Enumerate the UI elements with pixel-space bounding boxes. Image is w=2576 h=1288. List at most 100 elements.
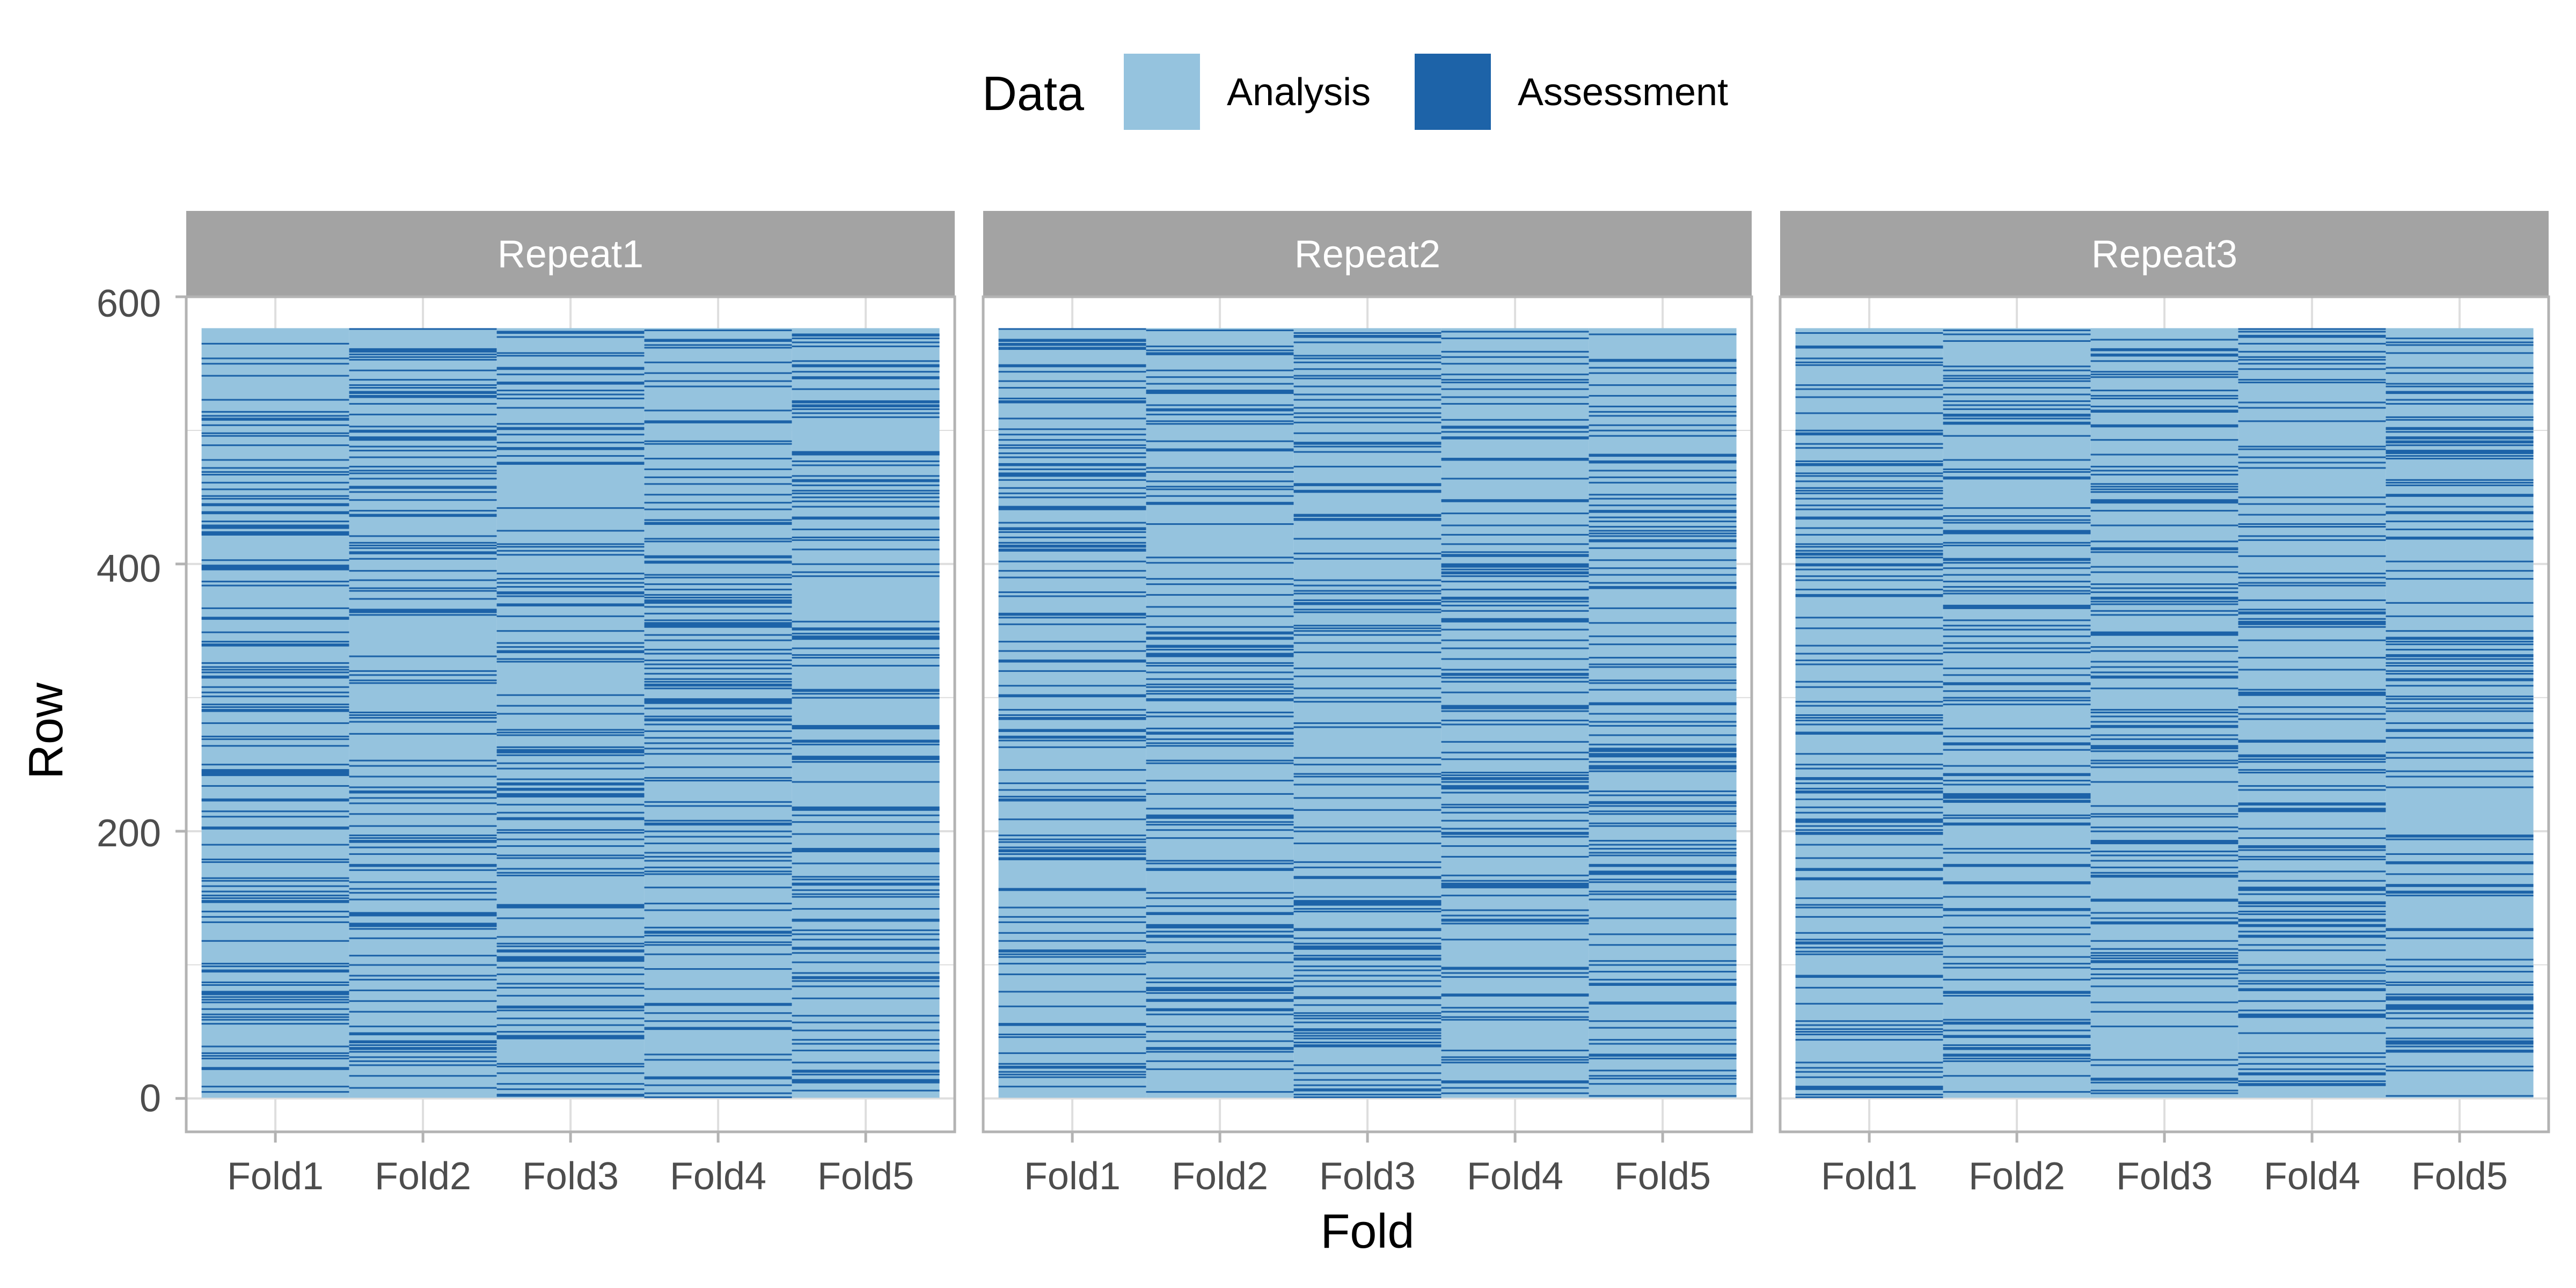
tile-assessment xyxy=(1146,1060,1294,1062)
tile-assessment xyxy=(201,828,349,830)
tile-assessment xyxy=(2090,973,2238,976)
tile-assessment xyxy=(998,991,1146,993)
tile-assessment xyxy=(792,536,940,538)
tile-assessment xyxy=(1589,898,1737,901)
tile-assessment xyxy=(2385,536,2534,538)
tile-assessment xyxy=(792,693,940,695)
tile-assessment xyxy=(349,510,497,512)
tile-assessment xyxy=(1589,971,1737,973)
tile-assessment xyxy=(644,653,792,655)
tile-assessment xyxy=(1146,989,1294,991)
tile-assessment xyxy=(1795,714,1943,716)
tile-assessment xyxy=(2090,805,2238,807)
tile-assessment xyxy=(792,506,940,508)
tile-assessment xyxy=(998,550,1146,552)
tile-assessment xyxy=(1589,656,1737,659)
tile-assessment xyxy=(201,497,349,500)
tile-assessment xyxy=(792,1043,940,1045)
tile-assessment xyxy=(1943,606,2091,608)
tile-assessment xyxy=(1441,363,1589,365)
tile-assessment xyxy=(2385,853,2534,855)
tile-assessment xyxy=(1589,756,1737,758)
tile-assessment xyxy=(1293,955,1441,957)
tile-assessment xyxy=(349,712,497,714)
tile-assessment xyxy=(201,900,349,902)
tile-assessment xyxy=(1146,981,1294,984)
tile-assessment xyxy=(2238,623,2386,625)
tile-assessment xyxy=(1589,411,1737,413)
tile-assessment xyxy=(1293,1089,1441,1092)
tile-assessment xyxy=(1293,443,1441,445)
tile-assessment xyxy=(2385,428,2534,430)
tile-assessment xyxy=(1293,416,1441,418)
tile-assessment xyxy=(1795,767,1943,770)
tile-assessment xyxy=(1795,897,1943,899)
tile-assessment xyxy=(644,852,792,854)
tile-assessment xyxy=(1943,1055,2091,1057)
tile-assessment xyxy=(349,786,497,788)
tile-assessment xyxy=(2238,980,2386,982)
tile-assessment xyxy=(2090,483,2238,485)
tile-assessment xyxy=(1293,634,1441,636)
tile-assessment xyxy=(1943,393,2091,396)
tile-assessment xyxy=(1146,821,1294,823)
tile-assessment xyxy=(1441,596,1589,599)
tile-assessment xyxy=(1146,594,1294,596)
tile-assessment xyxy=(349,888,497,890)
tile-assessment xyxy=(201,524,349,526)
tile-assessment xyxy=(792,833,940,835)
tile-assessment xyxy=(496,427,645,429)
tile-assessment xyxy=(201,861,349,863)
tile-assessment xyxy=(1146,352,1294,354)
tile-assessment xyxy=(1441,478,1589,480)
y-tick-label: 400 xyxy=(97,547,161,590)
tile-assessment xyxy=(644,344,792,346)
tile-assessment xyxy=(998,950,1146,953)
tile-assessment xyxy=(1146,523,1294,525)
tile-assessment xyxy=(644,339,792,341)
legend-label-assessment: Assessment xyxy=(1518,71,1728,114)
tile-assessment xyxy=(998,973,1146,976)
tile-assessment xyxy=(998,906,1146,909)
tile-assessment xyxy=(349,840,497,842)
tile-assessment xyxy=(1795,396,1943,398)
tile-assessment xyxy=(496,423,645,425)
tile-assessment xyxy=(792,408,940,410)
tile-assessment xyxy=(1795,777,1943,779)
tile-assessment xyxy=(2238,1013,2386,1015)
legend: Data Analysis Assessment xyxy=(982,54,1728,130)
tile-assessment xyxy=(1293,399,1441,401)
tile-assessment xyxy=(1441,885,1589,887)
tile-assessment xyxy=(1293,797,1441,799)
tile-assessment xyxy=(2090,596,2238,599)
tile-assessment xyxy=(2238,972,2386,974)
tile-assessment xyxy=(1589,984,1737,986)
tile-assessment xyxy=(1293,928,1441,930)
tile-assessment xyxy=(792,647,940,649)
tile-assessment xyxy=(496,355,645,357)
tile-assessment xyxy=(201,686,349,688)
tile-assessment xyxy=(2238,539,2386,541)
tile-assessment xyxy=(1943,683,2091,685)
tile-assessment xyxy=(201,773,349,775)
tile-assessment xyxy=(1293,361,1441,363)
tile-assessment xyxy=(792,1070,940,1072)
tile-assessment xyxy=(1146,631,1294,633)
tile-assessment xyxy=(1943,1057,2091,1059)
tile-assessment xyxy=(1146,671,1294,674)
tile-assessment xyxy=(1146,503,1294,505)
tile-assessment xyxy=(1795,787,1943,790)
tile-assessment xyxy=(644,1053,792,1056)
tile-assessment xyxy=(1589,405,1737,407)
tile-assessment xyxy=(1795,1062,1943,1064)
tile-assessment xyxy=(2238,523,2386,525)
tile-assessment xyxy=(496,729,645,731)
tile-assessment xyxy=(1293,336,1441,338)
tile-assessment xyxy=(644,719,792,722)
tile-assessment xyxy=(201,774,349,777)
tile-assessment xyxy=(1441,571,1589,573)
tile-assessment xyxy=(2385,643,2534,646)
tile-assessment xyxy=(496,448,645,450)
tile-assessment xyxy=(644,574,792,576)
facet-strip-repeat3: Repeat3 xyxy=(1780,211,2549,297)
